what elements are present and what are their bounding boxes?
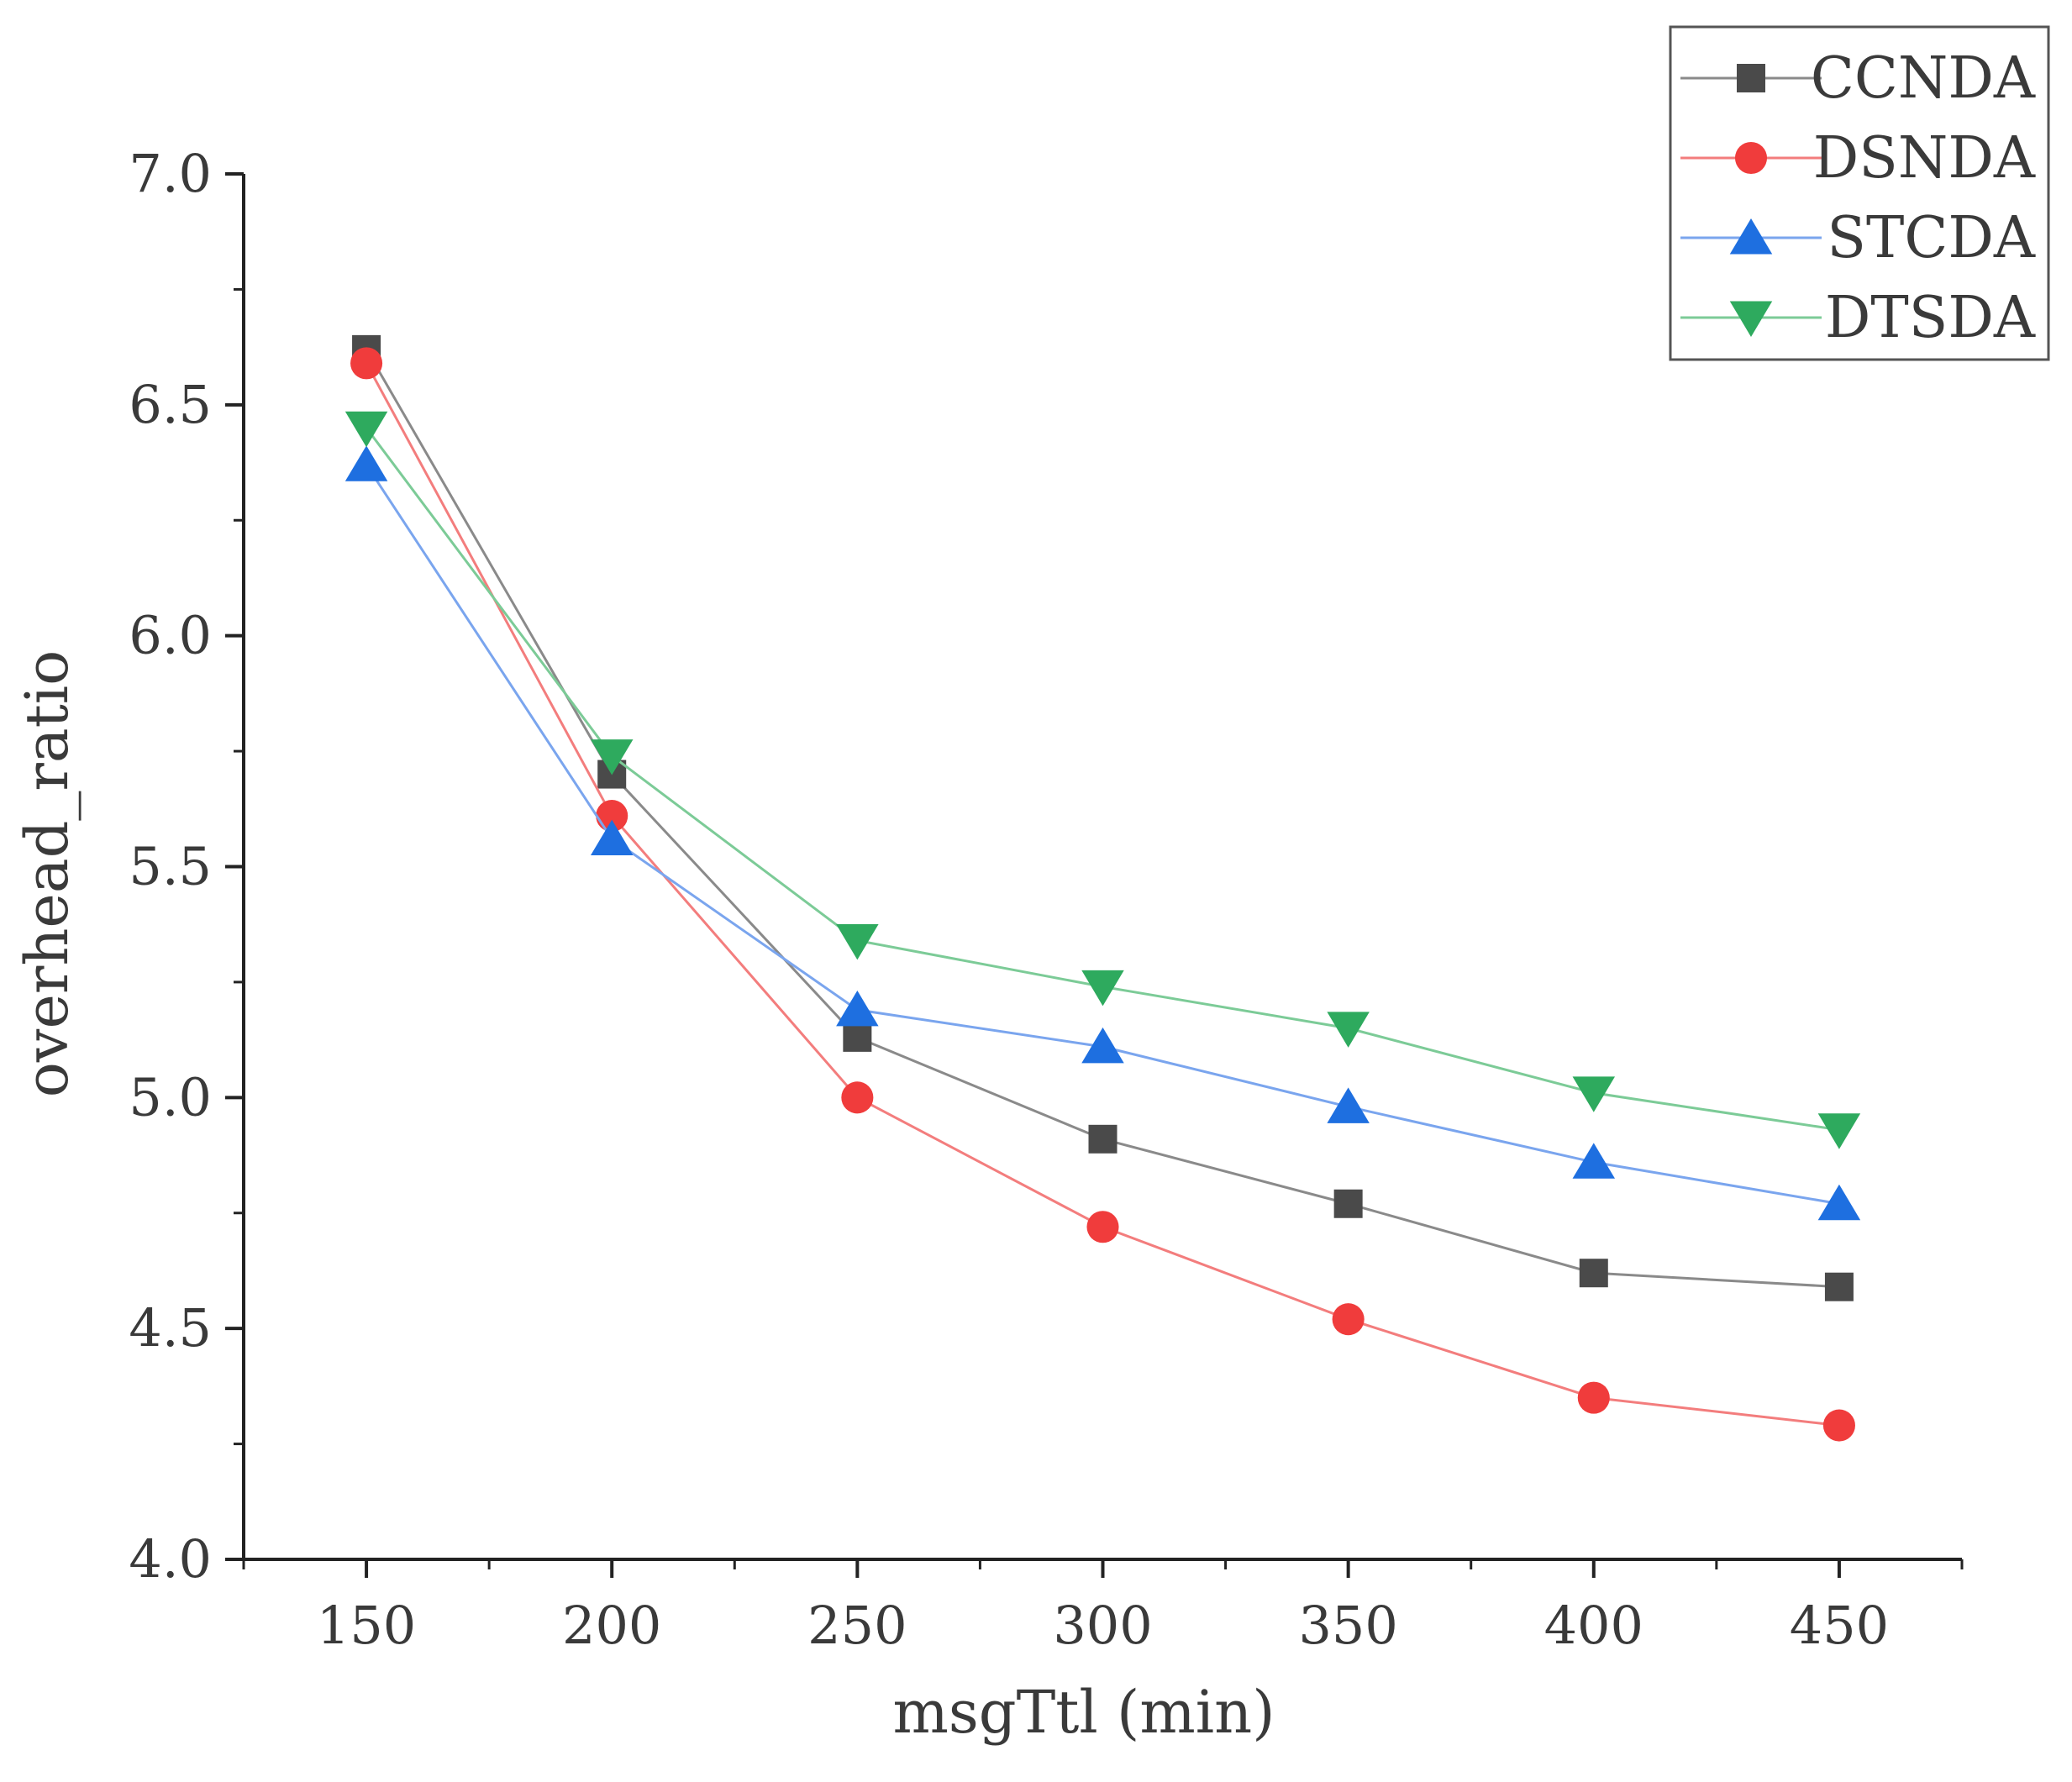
series-group: [344, 334, 1861, 1442]
legend: CCNDA DSNDA STCDA DTSDA: [1669, 25, 2050, 361]
axes: 4.0 4.5 5.0 5.5 6.0 6.5 7.0 150 200 250 300 350 400 4…: [129, 143, 1964, 1656]
data-point: [1081, 970, 1124, 1007]
legend-marker: [1729, 218, 1773, 255]
y-tick-label: 4.0: [129, 1528, 212, 1590]
legend-item-ccnda: CCNDA: [1680, 45, 2036, 112]
data-point: [344, 445, 388, 481]
data-point: [1577, 1381, 1610, 1414]
x-tick-label: 250: [807, 1595, 907, 1656]
data-point: [1572, 1143, 1616, 1179]
y-tick-label: 7.0: [129, 143, 212, 204]
data-point: [590, 819, 634, 856]
y-tick-label: 6.0: [129, 605, 212, 666]
data-point: [843, 1022, 872, 1052]
data-point: [1081, 1027, 1124, 1064]
series-dtsda: [344, 411, 1861, 1149]
data-point: [1332, 1303, 1365, 1336]
legend-item-dsnda: DSNDA: [1680, 125, 2036, 192]
data-point: [1822, 1409, 1855, 1442]
legend-item-dtsda: DTSDA: [1680, 285, 2036, 351]
legend-item-stcda: STCDA: [1680, 205, 2036, 271]
data-point: [1817, 1184, 1861, 1221]
data-point: [344, 411, 388, 448]
legend-marker: [1729, 301, 1773, 337]
data-point: [1817, 1113, 1861, 1149]
x-tick-label: 350: [1298, 1595, 1397, 1656]
legend-marker: [1734, 141, 1768, 175]
data-point: [1579, 1259, 1608, 1288]
axis-labels: msgTtl (min) overhead_ratio: [13, 650, 1275, 1747]
y-tick-label: 4.5: [129, 1297, 212, 1359]
data-point: [1086, 1211, 1119, 1243]
data-point: [590, 739, 634, 775]
data-point: [596, 799, 628, 833]
x-tick-label: 450: [1790, 1595, 1889, 1656]
data-point: [1327, 1087, 1370, 1123]
series-dsnda: [350, 347, 1855, 1442]
data-point: [350, 347, 383, 380]
x-tick-label: 150: [317, 1595, 416, 1656]
data-point: [1824, 1272, 1854, 1301]
legend-label: CCNDA: [1811, 45, 2036, 112]
data-point: [1333, 1189, 1363, 1218]
y-tick-label: 5.5: [129, 836, 212, 897]
y-tick-label: 6.5: [129, 374, 212, 435]
x-tick-label: 300: [1053, 1595, 1152, 1656]
data-point: [836, 990, 879, 1027]
y-axis-title: overhead_ratio: [13, 650, 82, 1098]
legend-label: DTSDA: [1825, 285, 2036, 351]
y-tick-label: 5.0: [129, 1066, 212, 1128]
data-point: [1088, 1124, 1118, 1154]
data-point: [1327, 1012, 1370, 1048]
legend-marker: [1737, 64, 1765, 92]
data-point: [836, 923, 879, 960]
legend-label: STCDA: [1827, 205, 2035, 271]
x-tick-label: 400: [1544, 1595, 1643, 1656]
data-point: [841, 1081, 874, 1114]
x-axis-title: msgTtl (min): [892, 1678, 1275, 1747]
series-stcda: [344, 445, 1861, 1221]
legend-label: DSNDA: [1813, 125, 2036, 192]
x-tick-label: 200: [562, 1595, 661, 1656]
data-point: [1572, 1076, 1616, 1112]
